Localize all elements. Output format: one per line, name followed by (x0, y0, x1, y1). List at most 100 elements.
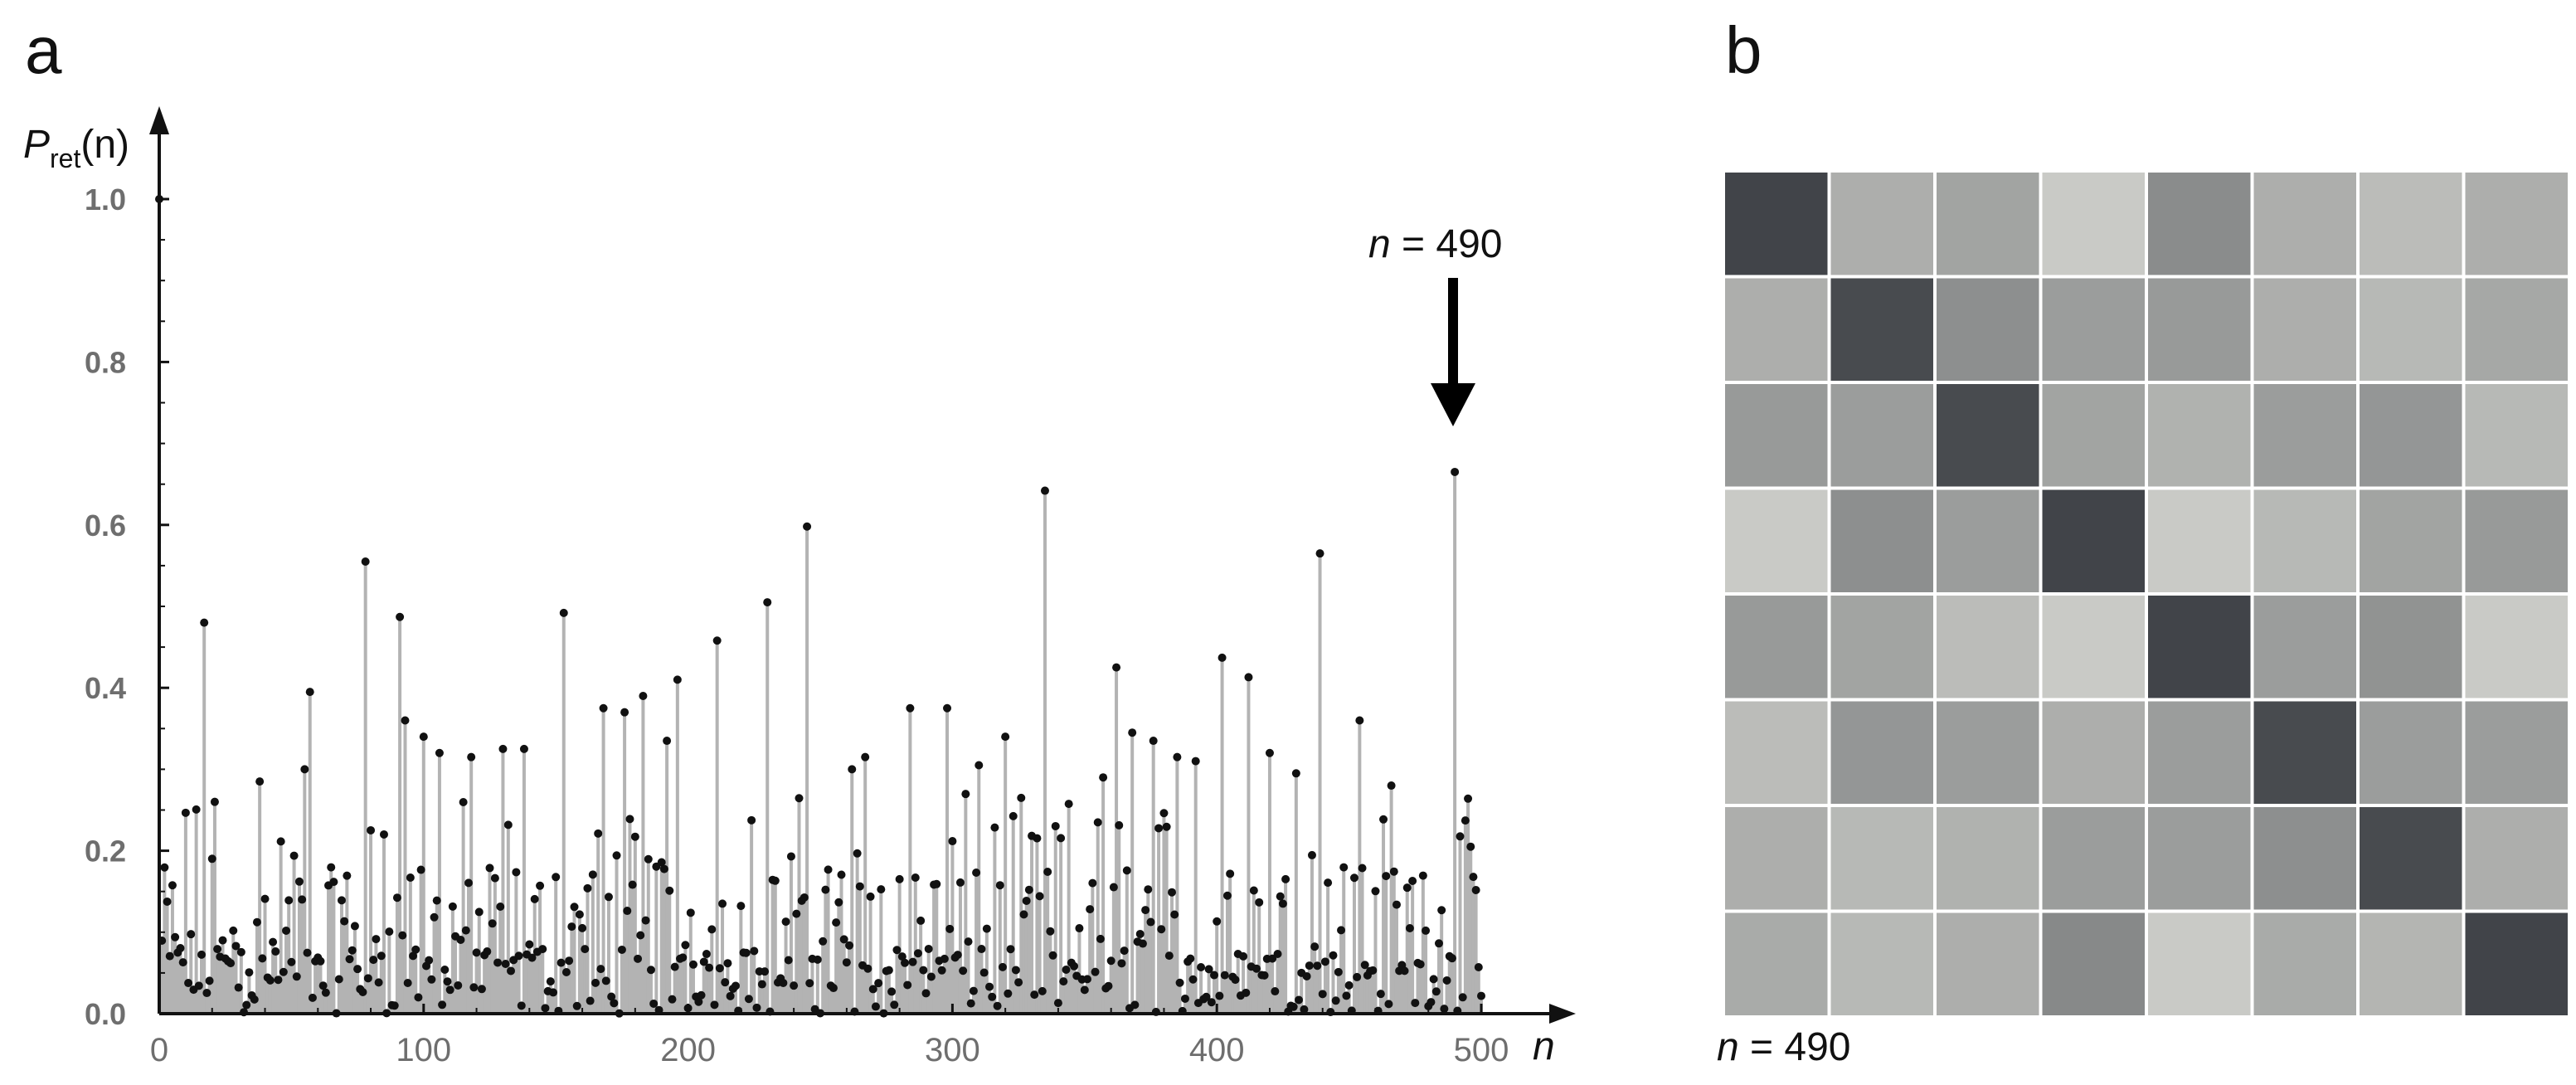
data-point (1429, 975, 1438, 984)
heatmap-cell (2253, 912, 2356, 1015)
y-axis-label-sub: ret (50, 144, 80, 173)
data-point (803, 522, 812, 531)
heatmap-cell (2148, 701, 2251, 804)
data-point (1057, 834, 1066, 843)
data-point (1405, 924, 1414, 933)
data-point (1469, 873, 1478, 882)
annotation-n490: n = 490 (1368, 222, 1503, 266)
data-point (861, 752, 870, 761)
data-point (461, 926, 470, 935)
data-point (337, 896, 346, 905)
data-point (572, 1001, 581, 1010)
data-point (786, 852, 795, 861)
data-point (1159, 809, 1169, 818)
data-point (1477, 991, 1485, 1000)
data-point (1382, 872, 1391, 881)
data-point (176, 944, 185, 953)
annotation-arrow (1431, 278, 1475, 426)
data-point (507, 966, 516, 976)
data-point (596, 965, 605, 974)
heatmap-cell (2465, 807, 2568, 910)
data-point (926, 972, 936, 981)
data-point (252, 917, 261, 927)
data-point (474, 907, 484, 917)
data-point (234, 983, 243, 992)
data-point (1389, 867, 1398, 876)
data-point (763, 598, 772, 607)
data-point (1128, 728, 1137, 737)
data-point (271, 947, 280, 956)
heatmap-cell (2148, 489, 2251, 592)
data-point (1271, 987, 1280, 996)
data-point (599, 703, 608, 713)
data-point (736, 902, 746, 911)
data-point (165, 951, 174, 961)
data-point (940, 954, 949, 963)
data-point (901, 958, 910, 967)
data-point (1353, 972, 1362, 981)
data-point (959, 966, 968, 976)
data-point (578, 923, 587, 932)
heatmap-cell (2465, 489, 2568, 592)
data-points (155, 195, 1485, 1018)
data-point (454, 980, 463, 990)
data-point (916, 916, 926, 925)
data-point (265, 976, 275, 985)
data-point (1260, 971, 1269, 980)
data-point (192, 805, 201, 814)
data-point (440, 965, 450, 974)
data-point (1202, 992, 1211, 1001)
heatmap-cell (2042, 807, 2145, 910)
heatmap-cell (1830, 489, 1933, 592)
data-point (1138, 939, 1147, 948)
data-point (231, 941, 241, 951)
data-point (1276, 892, 1285, 901)
y-tick-label: 0.0 (85, 997, 126, 1031)
data-point (425, 956, 434, 965)
data-point (610, 999, 619, 1008)
data-point (641, 916, 650, 925)
data-point (181, 808, 190, 817)
heatmap-cell (2253, 701, 2356, 804)
heatmap-cell (2042, 173, 2145, 275)
x-tick-label: 200 (660, 1032, 716, 1068)
data-point (895, 874, 904, 883)
data-point (937, 966, 946, 975)
data-point (1329, 951, 1338, 960)
data-point (1402, 883, 1412, 893)
data-point (1099, 773, 1108, 782)
data-point (570, 903, 579, 912)
data-point (1038, 986, 1047, 995)
data-point (1392, 900, 1401, 909)
data-point (966, 999, 975, 1008)
data-point (686, 908, 695, 917)
y-axis-label-arg: (n) (80, 123, 129, 167)
data-point (303, 948, 312, 957)
data-point (260, 894, 270, 903)
data-point (226, 959, 236, 968)
data-point (1342, 991, 1351, 1000)
data-point (604, 893, 613, 902)
data-point (964, 937, 973, 946)
data-point (897, 952, 906, 961)
data-point (636, 931, 645, 940)
data-point (634, 954, 643, 963)
data-point (1418, 871, 1427, 880)
data-point (321, 988, 330, 997)
data-point (538, 945, 547, 954)
data-point (472, 948, 481, 957)
data-point (845, 941, 854, 950)
data-point (445, 985, 454, 995)
data-point (649, 999, 659, 1008)
data-point (678, 953, 688, 962)
data-point (644, 854, 653, 864)
heatmap-cell (2253, 596, 2356, 698)
data-point (913, 949, 922, 958)
data-point (607, 992, 616, 1001)
data-point (1305, 961, 1314, 971)
data-point (784, 956, 793, 965)
heatmap-cell (2465, 912, 2568, 1015)
data-point (779, 978, 788, 987)
heatmap-cell (2253, 489, 2356, 592)
data-point (1180, 994, 1189, 1003)
